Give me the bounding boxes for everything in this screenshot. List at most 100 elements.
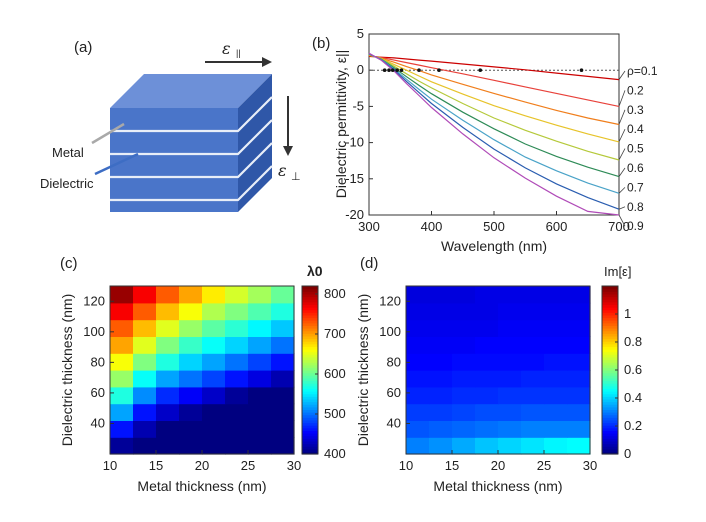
heatmap-cell: [156, 403, 180, 421]
panel-b-line-chart: (b) 300 400 500 600 700 5 0 -5 -10 -15 -20 ρ=0.1 0.…: [312, 26, 658, 254]
panel-d-heatmap: (d) 10 15 20 25 30 40 60 80 100 120 0 0.2 0.4 0.6 0.8…: [355, 255, 642, 494]
colorbar-tick-label: 0.2: [624, 418, 642, 433]
heatmap-cell: [544, 302, 568, 321]
heatmap-cell: [475, 403, 499, 421]
heatmap-cell: [179, 386, 203, 405]
colorbar-segment: [602, 288, 618, 292]
x-tick-label: 10: [103, 458, 117, 473]
heatmap-cell: [567, 302, 591, 321]
heatmap-cell: [406, 319, 430, 337]
colorbar-segment: [602, 320, 618, 324]
heatmap-cell: [498, 420, 522, 438]
heatmap-cell: [567, 403, 591, 421]
colorbar-segment: [302, 343, 318, 347]
heatmap-cell: [406, 353, 430, 371]
heatmap-cell: [202, 403, 226, 421]
heatmap-cell: [429, 336, 453, 354]
series-line: [368, 53, 620, 194]
metal-layer-stripe: [110, 96, 273, 133]
colorbar-segment: [302, 396, 318, 400]
heatmap-cell: [156, 336, 180, 354]
panel-a-schematic: (a) Metal Dielectric ε || ε ⊥: [40, 39, 301, 212]
heatmap-cell: [475, 437, 499, 455]
legend-label: 0.4: [627, 122, 644, 136]
heatmap-cell: [406, 403, 430, 421]
heatmap-cell: [521, 370, 545, 388]
heatmap-cell: [452, 403, 476, 421]
colorbar-segment: [602, 406, 618, 410]
y-tick-label: -5: [352, 98, 364, 113]
heatmap-cell: [179, 286, 203, 304]
zero-crossing-dot: [395, 68, 399, 72]
colorbar-tick-label: 0.6: [624, 362, 642, 377]
heatmap-cell: [498, 286, 522, 304]
x-tick-label: 30: [287, 458, 301, 473]
legend-leader: [618, 167, 626, 177]
colorbar-segment: [602, 398, 618, 403]
heatmap-cell: [452, 319, 476, 337]
colorbar-segment: [602, 346, 618, 350]
colorbar-segment: [602, 404, 618, 408]
colorbar-segment: [302, 364, 318, 368]
colorbar-segment: [302, 322, 318, 326]
legend-label: 0.3: [627, 103, 644, 117]
heatmap-cell: [133, 302, 157, 321]
y-tick-label: -15: [345, 171, 364, 186]
colorbar-segment: [602, 351, 618, 355]
colorbar-segment: [302, 333, 318, 337]
heatmap-cell: [498, 370, 522, 388]
heatmap-d-ylabel: Dielectric thickness (nm): [355, 294, 371, 446]
heatmap-d-ticks: 10 15 20 25 30 40 60 80 100 120: [379, 293, 597, 473]
perp-arrowhead: [283, 146, 293, 156]
heatmap-cell: [475, 353, 499, 371]
colorbar-segment: [302, 388, 318, 392]
y-tick-label: 5: [357, 26, 364, 41]
colorbar-segment: [602, 367, 618, 371]
heatmap-cell: [179, 336, 203, 354]
heatmap-cell: [179, 370, 203, 388]
zero-crossing-dot: [478, 68, 483, 72]
zero-crossing-dot: [387, 68, 391, 72]
colorbar-segment: [602, 299, 618, 303]
colorbar-segment: [302, 328, 318, 332]
heatmap-cell: [521, 336, 545, 354]
heatmap-cell: [567, 353, 591, 371]
colorbar-segment: [302, 422, 318, 426]
colorbar-segment: [602, 440, 618, 445]
heatmap-cell: [429, 353, 453, 371]
legend-leader: [618, 206, 626, 210]
colorbar-segment: [602, 412, 618, 416]
heatmap-cell: [248, 286, 272, 304]
legend-label: 0.8: [627, 200, 644, 214]
heatmap-cell: [521, 286, 545, 304]
heatmap-cell: [225, 286, 249, 304]
heatmap-cell: [133, 286, 157, 304]
colorbar-segment: [602, 391, 618, 395]
heatmap-cell: [225, 302, 249, 321]
colorbar-segment: [602, 375, 618, 379]
series-line: [368, 54, 620, 161]
y-tick-label: 80: [91, 354, 105, 369]
heatmap-cell: [248, 403, 272, 421]
heatmap-cell: [248, 420, 272, 438]
heatmap-cell: [225, 319, 249, 337]
heatmap-cell: [179, 403, 203, 421]
colorbar-segment: [602, 446, 618, 450]
heatmap-cell: [156, 319, 180, 337]
heatmap-cell: [110, 353, 134, 371]
heatmap-cell: [179, 420, 203, 438]
colorbar-segment: [302, 354, 318, 358]
heatmap-cell: [429, 302, 453, 321]
series-line: [368, 54, 620, 143]
colorbar-segment: [602, 433, 618, 437]
colorbar-segment: [302, 301, 318, 305]
eps-parallel-symbol: ε: [222, 39, 231, 58]
heatmap-cell: [248, 319, 272, 337]
colorbar-tick-label: 400: [324, 446, 346, 461]
colorbar-segment: [602, 286, 618, 290]
heatmap-cell: [110, 386, 134, 405]
heatmap-cell: [225, 386, 249, 405]
colorbar-segment: [602, 349, 618, 353]
heatmap-cell: [179, 353, 203, 371]
heatmap-cell: [248, 302, 272, 321]
